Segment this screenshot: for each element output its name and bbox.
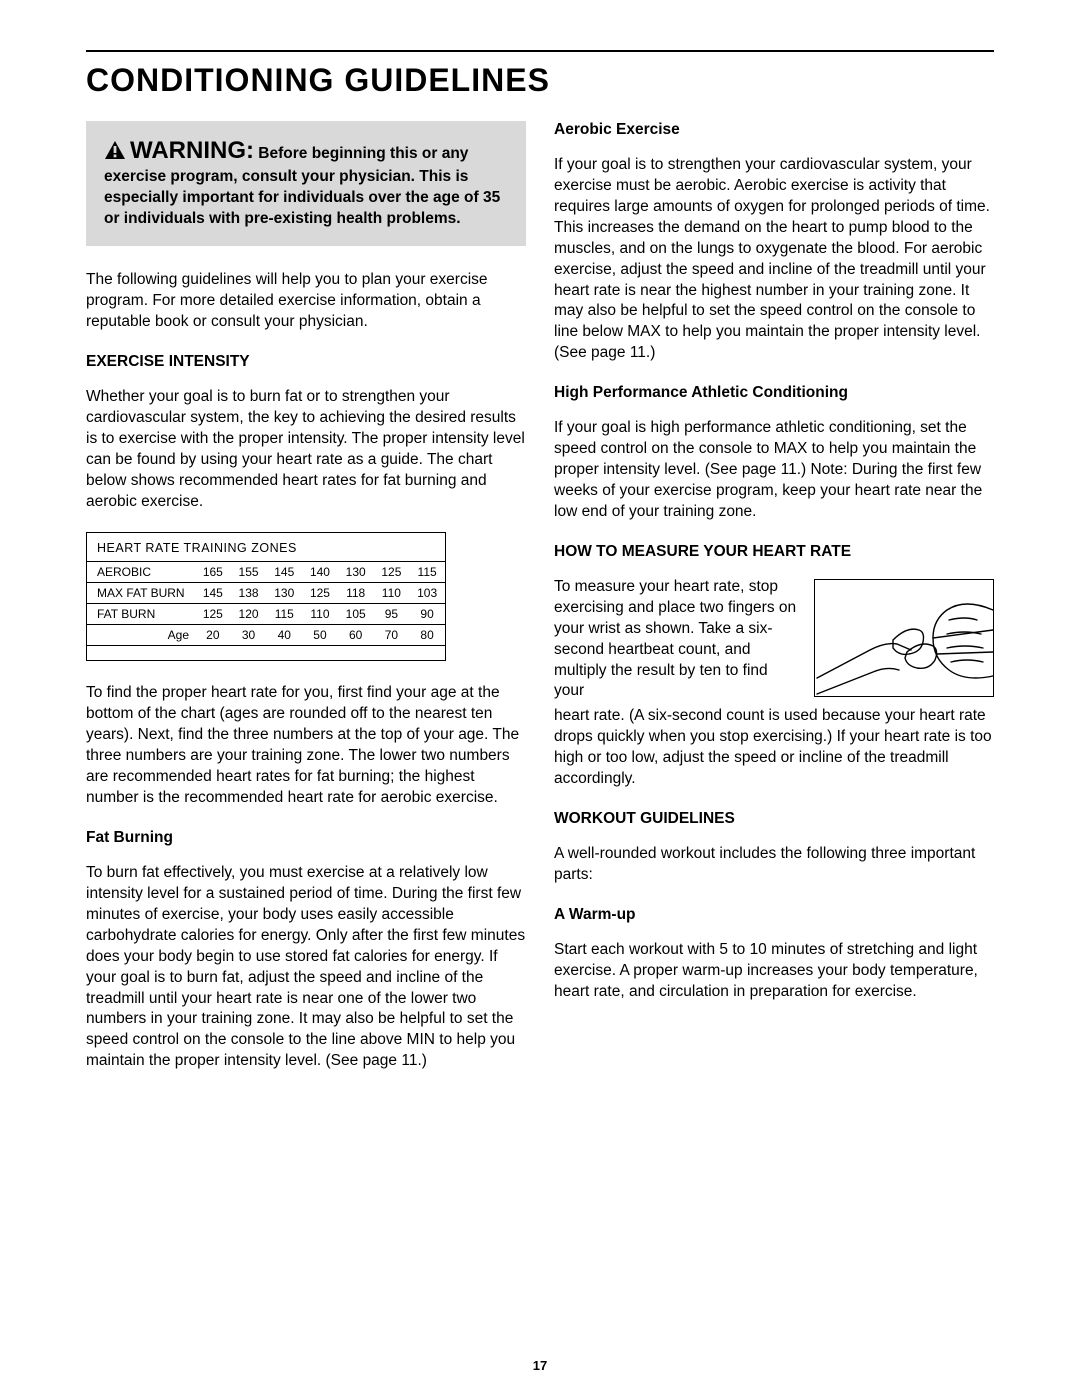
row-label: FAT BURN xyxy=(87,604,195,625)
high-performance-paragraph: If your goal is high performance athleti… xyxy=(554,418,994,523)
warmup-heading: A Warm-up xyxy=(554,906,994,924)
exercise-intensity-heading: EXERCISE INTENSITY xyxy=(86,353,526,371)
left-column: WARNING: Before beginning this or any ex… xyxy=(86,121,526,1092)
row-label: AEROBIC xyxy=(87,562,195,583)
table-age-row: Age 20 30 40 50 60 70 80 xyxy=(87,625,445,646)
heart-rate-table: HEART RATE TRAINING ZONES AEROBIC 165 15… xyxy=(86,532,446,661)
page-number: 17 xyxy=(0,1358,1080,1373)
warning-big-word: WARNING: xyxy=(130,137,254,164)
table-row: FAT BURN 125 120 115 110 105 95 90 xyxy=(87,604,445,625)
table-bottom-spacer xyxy=(87,646,445,660)
right-column: Aerobic Exercise If your goal is to stre… xyxy=(554,121,994,1092)
row-label: MAX FAT BURN xyxy=(87,583,195,604)
wrist-pulse-illustration xyxy=(814,579,994,697)
measure-heart-rate-heading: HOW TO MEASURE YOUR HEART RATE xyxy=(554,543,994,561)
aerobic-heading: Aerobic Exercise xyxy=(554,121,994,139)
warning-box: WARNING: Before beginning this or any ex… xyxy=(86,121,526,246)
intro-paragraph: The following guidelines will help you t… xyxy=(86,270,526,333)
fat-burning-paragraph: To burn fat effectively, you must exerci… xyxy=(86,863,526,1072)
measure-heart-rate-text-wrap: To measure your heart rate, stop exercis… xyxy=(554,578,796,700)
top-rule xyxy=(86,50,994,52)
page-title: CONDITIONING GUIDELINES xyxy=(86,62,994,99)
measure-heart-rate-block: To measure your heart rate, stop exercis… xyxy=(554,577,994,703)
heart-rate-table-body: AEROBIC 165 155 145 140 130 125 115 MAX … xyxy=(87,562,445,646)
page: CONDITIONING GUIDELINES WARNING: Before … xyxy=(0,0,1080,1397)
workout-guidelines-heading: WORKOUT GUIDELINES xyxy=(554,810,994,828)
warning-text: WARNING: Before beginning this or any ex… xyxy=(104,135,508,230)
high-performance-heading: High Performance Athletic Conditioning xyxy=(554,384,994,402)
table-row: AEROBIC 165 155 145 140 130 125 115 xyxy=(87,562,445,583)
after-table-paragraph: To find the proper heart rate for you, f… xyxy=(86,683,526,809)
warning-first-line-rest: Before beginning xyxy=(254,145,386,162)
exercise-intensity-paragraph: Whether your goal is to burn fat or to s… xyxy=(86,387,526,513)
age-label: Age xyxy=(87,625,195,646)
warmup-paragraph: Start each workout with 5 to 10 minutes … xyxy=(554,940,994,1003)
table-row: MAX FAT BURN 145 138 130 125 118 110 103 xyxy=(87,583,445,604)
workout-guidelines-paragraph: A well-rounded workout includes the foll… xyxy=(554,844,994,886)
measure-heart-rate-text-after: heart rate. (A six-second count is used … xyxy=(554,706,994,790)
heart-rate-table-title: HEART RATE TRAINING ZONES xyxy=(87,533,445,562)
warning-triangle-icon xyxy=(104,140,126,167)
fat-burning-heading: Fat Burning xyxy=(86,829,526,847)
two-column-layout: WARNING: Before beginning this or any ex… xyxy=(86,121,994,1092)
aerobic-paragraph: If your goal is to strengthen your cardi… xyxy=(554,155,994,364)
